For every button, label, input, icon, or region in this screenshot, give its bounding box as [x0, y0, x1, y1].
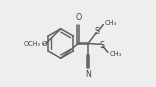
- Text: CH₃: CH₃: [110, 51, 122, 57]
- Text: O: O: [75, 13, 81, 22]
- Text: S: S: [95, 27, 100, 36]
- Text: N: N: [85, 70, 91, 79]
- Text: OCH₃: OCH₃: [24, 41, 41, 46]
- Text: O: O: [42, 41, 48, 46]
- Text: CH₃: CH₃: [105, 20, 117, 26]
- Text: S: S: [99, 41, 104, 50]
